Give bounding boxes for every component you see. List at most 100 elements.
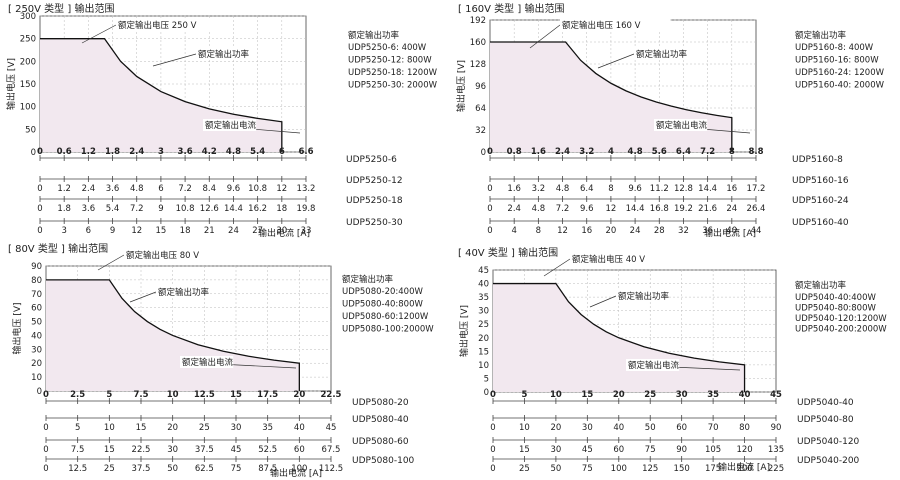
legend-title: 额定输出功率 [795, 280, 847, 291]
legend-item: UDP5250-18: 1200W [348, 68, 438, 78]
current-tick-label: 10 [519, 423, 530, 433]
current-tick-label: 30 [231, 423, 242, 433]
rated-power-label: 额定输出功率 [636, 49, 688, 60]
y-axis-label: 输出电压 [V] [458, 305, 470, 357]
rated-power-label: 额定输出功率 [158, 287, 210, 298]
y-tick-label: 15 [478, 347, 489, 357]
current-tick-label: 5 [106, 390, 112, 400]
current-axis-model: UDP5250-6 [346, 155, 397, 165]
x-axis-label: 输出电流 [A] [270, 467, 322, 479]
legend-item: UDP5250-12: 800W [348, 56, 432, 66]
rated-voltage-label: 额定输出电压 40 V [572, 254, 645, 265]
rated-voltage-label-bg [570, 253, 673, 265]
current-tick-label: 30 [167, 445, 178, 455]
y-axis-label: 输出电压 [V] [455, 60, 467, 112]
current-tick-label: 30 [582, 423, 593, 433]
y-tick-label: 300 [20, 12, 36, 22]
current-tick-label: 4 [511, 226, 516, 236]
legend-item: UDP5160-8: 400W [795, 43, 874, 53]
rated-voltage-label: 额定输出电压 250 V [118, 20, 197, 31]
current-axis-model: UDP5080-20 [352, 398, 409, 408]
current-tick-label: 3.6 [82, 204, 96, 214]
rated-voltage-label-bg [560, 19, 671, 31]
current-tick-label: 80 [739, 423, 750, 433]
current-tick-label: 3.6 [178, 147, 193, 157]
current-tick-label: 16.8 [650, 204, 669, 214]
rated-voltage-label-leader [543, 258, 571, 277]
current-tick-label: 12 [276, 184, 287, 194]
current-tick-label: 105 [705, 445, 721, 455]
current-tick-label: 21.6 [698, 204, 717, 214]
legend-item: UDP5080-60:1200W [342, 312, 429, 322]
current-tick-label: 10 [104, 423, 115, 433]
current-axis-model: UDP5040-40 [797, 398, 854, 408]
y-tick-label: 35 [478, 293, 489, 303]
current-tick-label: 1.6 [507, 184, 521, 194]
y-tick-label: 30 [31, 345, 42, 355]
current-tick-label: 12 [557, 226, 568, 236]
y-tick-label: 160 [470, 38, 486, 48]
rated-power-label-leader [597, 53, 635, 69]
legend-item: UDP5250-6: 400W [348, 43, 427, 53]
current-tick-label: 40 [294, 423, 305, 433]
current-tick-label: 13.2 [297, 184, 316, 194]
current-tick-label: 8 [729, 147, 735, 157]
y-tick-label: 50 [25, 125, 36, 135]
chart-title: [ 160V 类型 ] 输出范围 [458, 2, 564, 15]
current-tick-label: 52.5 [258, 445, 277, 455]
current-tick-label: 8.8 [748, 147, 763, 157]
current-tick-label: 1.6 [531, 147, 546, 157]
chart-title: [ 40V 类型 ] 输出范围 [458, 246, 558, 259]
current-axis-model: UDP5250-18 [346, 196, 403, 206]
y-tick-label: 200 [20, 57, 36, 67]
current-tick-label: 18 [180, 226, 191, 236]
current-tick-label: 50 [645, 423, 656, 433]
current-tick-label: 22.5 [132, 445, 151, 455]
current-tick-label: 225 [768, 464, 784, 474]
current-tick-label: 20 [605, 226, 616, 236]
current-tick-label: 7.2 [178, 184, 192, 194]
current-tick-label: 40 [613, 423, 624, 433]
current-tick-label: 75 [231, 464, 242, 474]
current-axis-model: UDP5250-30 [346, 218, 403, 228]
current-tick-label: 28 [654, 226, 665, 236]
y-tick-label: 32 [475, 126, 486, 136]
x-axis-label: 输出电流 [A] [258, 227, 310, 239]
legend-title: 额定输出功率 [795, 30, 847, 41]
current-tick-label: 32 [678, 226, 689, 236]
y-tick-label: 80 [31, 276, 42, 286]
y-tick-label: 96 [475, 82, 486, 92]
current-tick-label: 4.8 [226, 147, 241, 157]
current-tick-label: 135 [768, 445, 784, 455]
legend-item: UDP5040-40:400W [795, 293, 876, 303]
current-tick-label: 4.8 [628, 147, 643, 157]
current-tick-label: 120 [736, 445, 752, 455]
rated-current-label: 额定输出电流 [656, 120, 708, 131]
legend-item: UDP5160-40: 2000W [795, 81, 885, 91]
current-tick-label: 3 [61, 226, 66, 236]
current-tick-label: 60 [676, 423, 687, 433]
legend-item: UDP5040-200:2000W [795, 325, 887, 335]
current-tick-label: 33 [301, 226, 312, 236]
current-tick-label: 0 [37, 226, 42, 236]
y-tick-label: 128 [470, 60, 486, 70]
current-tick-label: 1.8 [57, 204, 71, 214]
y-tick-label: 45 [478, 266, 489, 276]
current-tick-label: 12 [605, 204, 616, 214]
current-tick-label: 5.4 [250, 147, 265, 157]
y-axis-label: 输出电压 [V] [11, 302, 23, 354]
current-tick-label: 17.5 [257, 390, 278, 400]
y-tick-label: 0 [37, 387, 42, 397]
current-tick-label: 4.2 [202, 147, 217, 157]
current-tick-label: 45 [770, 390, 782, 400]
current-tick-label: 7.5 [71, 445, 85, 455]
current-tick-label: 30 [550, 445, 561, 455]
y-tick-label: 64 [475, 104, 486, 114]
rated-current-label: 额定输出电流 [628, 360, 680, 371]
current-tick-label: 60 [294, 445, 305, 455]
current-tick-label: 3.2 [579, 147, 594, 157]
legend-item: UDP5080-40:800W [342, 300, 423, 310]
current-tick-label: 10 [550, 390, 562, 400]
current-tick-label: 25 [199, 423, 210, 433]
